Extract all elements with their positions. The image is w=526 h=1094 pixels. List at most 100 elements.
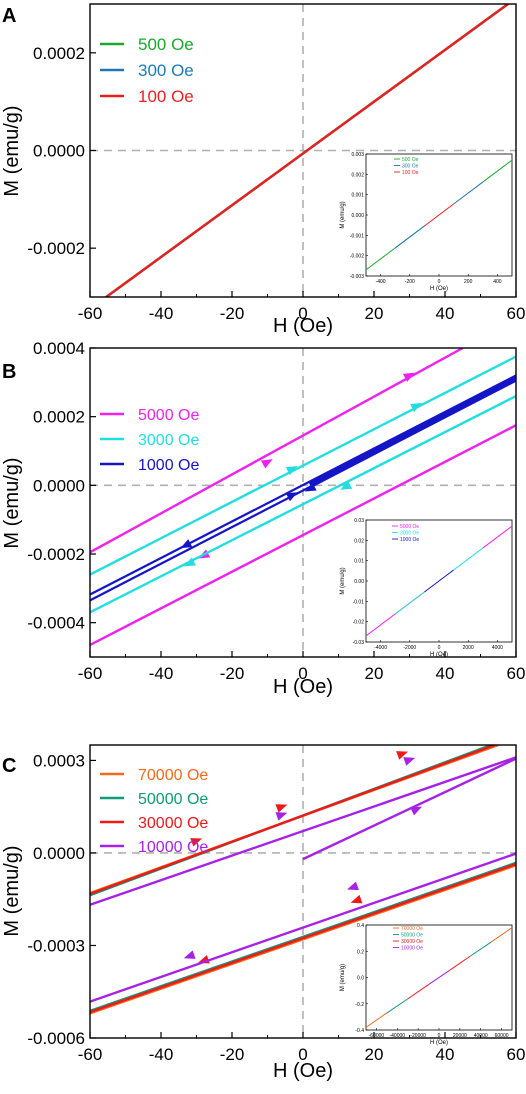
inset-legend-entry: 10000 Oe (401, 946, 423, 952)
legend-entry: 1000 Oe (138, 457, 199, 474)
x-tick-label: 60 (507, 304, 526, 323)
x-tick-label: 0 (298, 1045, 307, 1064)
inset-y-tick-label: -0.4 (355, 1028, 364, 1034)
sweep-direction-arrow (285, 466, 298, 476)
x-axis-label: H (Oe) (273, 676, 333, 698)
x-tick-label: -20 (220, 1045, 245, 1064)
inset-series-line (386, 998, 408, 1014)
inset-y-tick-label: -0.2 (355, 1002, 364, 1008)
inset-x-axis-label: H (Oe) (430, 652, 448, 658)
x-tick-label: 60 (507, 1045, 526, 1064)
sweep-direction-arrow (285, 492, 298, 502)
legend-entry: 5000 Oe (138, 407, 199, 424)
inset-series-line (428, 969, 450, 986)
inset-legend-entry: 5000 Oe (400, 524, 419, 530)
y-tick-label: -0.0006 (27, 1029, 85, 1048)
inset-chart: -60000 -40000 -20000 0 20000 40000 60000 0.4 0.2… (340, 923, 513, 1046)
series-line-5000-oe-0 (90, 348, 464, 554)
chart-panel-B: -60 -40 -20 0 20 40 60 0.0004 0.0002 0.0000 -0.000… (1, 339, 525, 698)
legend-entry: 300 Oe (138, 61, 194, 80)
inset-x-axis-label: H (Oe) (430, 286, 448, 292)
inset-x-tick-label: 400 (493, 279, 502, 285)
panel-label: B (2, 361, 16, 383)
inset-legend-entry: 100 Oe (402, 170, 419, 176)
sweep-direction-arrow (180, 539, 193, 549)
x-tick-label: 20 (365, 664, 384, 683)
y-tick-label: -0.0002 (27, 545, 85, 564)
x-axis-label: H (Oe) (273, 315, 333, 337)
inset-series-line (490, 927, 513, 943)
sweep-direction-arrow (350, 894, 363, 904)
series-line-10000-oe-1 (90, 852, 516, 1003)
legend: 70000 Oe 50000 Oe 30000 Oe 10000 Oe (100, 767, 208, 856)
inset-y-tick-label: -0.003 (350, 274, 364, 280)
inset-legend-entry: 300 Oe (402, 164, 419, 170)
inset-x-tick-label: 0 (438, 1033, 441, 1039)
x-tick-label: -20 (220, 304, 245, 323)
inset-y-tick-label: -0.002 (350, 254, 364, 260)
inset-series-line (470, 941, 492, 957)
x-tick-label: -20 (220, 664, 245, 683)
inset-y-tick-label: -0.03 (353, 640, 365, 646)
x-tick-label: -40 (149, 304, 174, 323)
panel-label: A (2, 5, 16, 27)
inset-y-tick-label: 0.02 (354, 538, 364, 544)
inset-legend-entry: 50000 Oe (401, 933, 423, 939)
inset-x-tick-label: 60000 (495, 1033, 509, 1039)
legend: 5000 Oe 3000 Oe 1000 Oe (100, 407, 199, 474)
inset-series-line (453, 547, 484, 571)
inset-y-tick-label: 0.0 (357, 976, 364, 982)
y-tick-label: 0.0000 (33, 844, 85, 863)
inset-series-line (482, 159, 513, 183)
inset-y-tick-label: -0.02 (353, 620, 365, 626)
sweep-direction-arrow (190, 838, 203, 847)
inset-y-tick-label: -0.01 (353, 599, 365, 605)
series-line-30000-oe-1 (90, 862, 516, 1014)
inset-chart: -4000 -2000 0 2000 4000 0.03 0.02 0.01 0.00 -0.01… (340, 518, 513, 658)
x-tick-label: 60 (507, 664, 526, 683)
series-line-3000-oe-0 (90, 355, 516, 576)
sweep-direction-arrow (275, 804, 288, 813)
x-tick-label: 40 (436, 664, 455, 683)
legend-entry: 50000 Oe (138, 791, 208, 808)
series-line-1000-oe-thick (308, 375, 516, 488)
sweep-direction-arrow (260, 459, 273, 469)
inset-x-tick-label: 20000 (453, 1033, 467, 1039)
sweep-direction-arrow (304, 482, 317, 492)
inset-series-line (365, 1012, 388, 1028)
y-axis-label: M (emu/g) (1, 845, 23, 936)
inset-y-tick-label: 0.003 (351, 152, 364, 158)
inset-y-axis-label: M (emu/g) (340, 567, 346, 594)
x-tick-label: -60 (78, 304, 103, 323)
y-tick-label: -0.0002 (27, 239, 85, 258)
inset-y-tick-label: -0.001 (350, 233, 364, 239)
series-line-30000-oe-0 (90, 745, 496, 896)
inset-y-tick-label: 0.03 (354, 518, 364, 524)
inset-series-line (482, 525, 513, 549)
legend-entry: 70000 Oe (138, 767, 208, 784)
inset-x-tick-label: -4000 (374, 645, 387, 651)
inset-series-line (449, 955, 471, 971)
inset-x-tick-label: -40000 (389, 1033, 405, 1039)
x-tick-label: 20 (365, 1045, 384, 1064)
y-axis-label: M (emu/g) (1, 457, 23, 548)
legend-entry: 500 Oe (138, 35, 194, 54)
x-tick-label: 40 (436, 1045, 455, 1064)
inset-y-tick-label: 0.01 (354, 559, 364, 565)
series-line-10000-oe-2 (302, 757, 516, 861)
inset-x-tick-label: 0 (438, 279, 441, 285)
inset-y-axis-label: M (emu/g) (340, 201, 346, 228)
y-tick-label: 0.0002 (33, 44, 85, 63)
x-tick-label: 0 (298, 304, 307, 323)
inset-series-line (424, 569, 454, 593)
inset-y-tick-label: 0.4 (357, 923, 364, 929)
y-tick-label: 0.0000 (33, 142, 85, 161)
inset-series-line (407, 984, 429, 1000)
legend-entry: 30000 Oe (138, 815, 208, 832)
sweep-direction-arrow (410, 402, 422, 412)
x-tick-label: -60 (78, 664, 103, 683)
series-line-3000-oe-0 (90, 394, 516, 614)
y-tick-label: 0.0003 (33, 751, 85, 770)
